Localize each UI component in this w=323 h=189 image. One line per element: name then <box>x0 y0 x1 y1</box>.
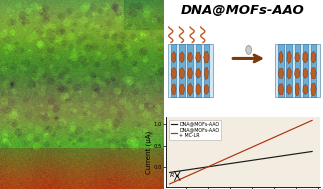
Bar <box>179 44 185 97</box>
Polygon shape <box>295 52 300 62</box>
Polygon shape <box>311 51 316 63</box>
Bar <box>278 44 284 97</box>
Polygon shape <box>311 68 316 79</box>
Polygon shape <box>171 67 177 79</box>
FancyBboxPatch shape <box>168 44 213 97</box>
Polygon shape <box>303 84 308 94</box>
FancyBboxPatch shape <box>275 44 320 97</box>
Bar <box>171 44 176 97</box>
Polygon shape <box>196 84 201 95</box>
Legend: DNA@MOFs-AAO, DNA@MOFs-AAO
+ MC-LR: DNA@MOFs-AAO, DNA@MOFs-AAO + MC-LR <box>169 119 221 140</box>
Bar <box>287 44 292 97</box>
Polygon shape <box>295 83 299 96</box>
Polygon shape <box>188 83 193 96</box>
Bar <box>196 44 201 97</box>
Polygon shape <box>204 84 209 94</box>
Polygon shape <box>303 51 308 63</box>
Polygon shape <box>278 84 284 95</box>
Polygon shape <box>188 68 193 79</box>
Polygon shape <box>303 68 308 79</box>
Polygon shape <box>196 68 201 78</box>
Polygon shape <box>188 52 193 62</box>
Polygon shape <box>172 84 176 95</box>
Polygon shape <box>278 68 284 78</box>
Polygon shape <box>279 51 283 63</box>
Text: R: R <box>170 174 174 178</box>
Polygon shape <box>180 52 184 63</box>
Polygon shape <box>287 51 291 64</box>
Polygon shape <box>287 67 291 79</box>
Y-axis label: Current (μA): Current (μA) <box>145 131 152 174</box>
Bar <box>204 44 209 97</box>
Bar <box>303 44 308 97</box>
Bar <box>311 44 316 97</box>
Polygon shape <box>287 84 291 95</box>
Bar <box>187 44 193 97</box>
Polygon shape <box>295 68 300 78</box>
Polygon shape <box>179 84 185 95</box>
Polygon shape <box>172 51 176 63</box>
Circle shape <box>246 46 252 54</box>
Polygon shape <box>204 51 209 63</box>
Text: DNA@MOFs-AAO: DNA@MOFs-AAO <box>181 4 305 17</box>
Bar <box>295 44 300 97</box>
Polygon shape <box>196 52 201 63</box>
Polygon shape <box>311 83 316 96</box>
Polygon shape <box>179 67 185 79</box>
Polygon shape <box>204 67 208 80</box>
